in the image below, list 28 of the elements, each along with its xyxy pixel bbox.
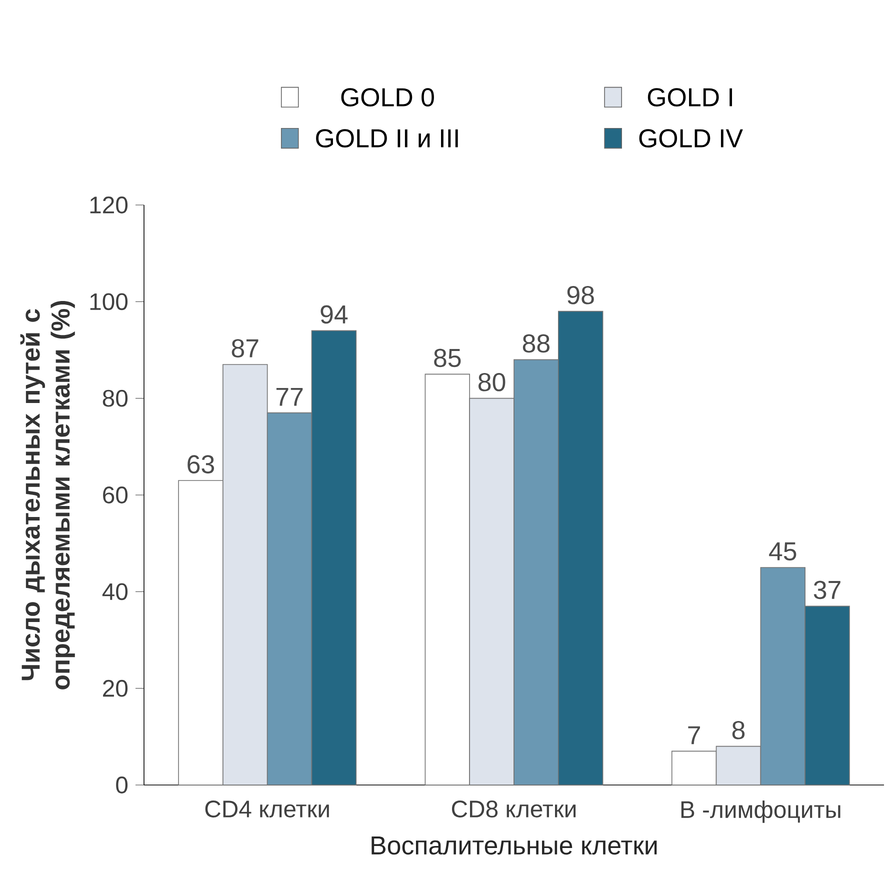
- data-label: 80: [478, 372, 506, 392]
- data-label: 87: [232, 339, 258, 358]
- x-tick-label: CD4 клетки: [205, 800, 329, 818]
- y-tick-label: 0: [116, 776, 128, 794]
- data-label: 77: [276, 388, 303, 406]
- legend-label: GOLD IV: [639, 129, 743, 148]
- x-tick-label: CD8 клетки: [452, 800, 576, 818]
- data-label: 8: [732, 720, 745, 740]
- x-tick-label: В -лимфоциты: [681, 800, 840, 823]
- y-tick-label: 40: [102, 583, 128, 600]
- data-label: 37: [814, 580, 840, 600]
- x-axis-title: Воспалительные клетки: [372, 836, 657, 855]
- y-axis-title: Число дыхательных путей с определяемыми клетками (%): [20, 300, 75, 690]
- data-label: 7: [688, 726, 700, 744]
- data-label: 45: [769, 542, 796, 560]
- y-tick-label: 80: [102, 390, 128, 407]
- data-label: 98: [567, 286, 594, 304]
- data-label: 85: [434, 348, 461, 368]
- y-tick-label: 20: [103, 680, 128, 697]
- y-tick-label: 60: [103, 486, 128, 504]
- y-tick-label: 120: [90, 196, 128, 214]
- y-tick-label: 100: [90, 293, 128, 310]
- data-label: 63: [188, 455, 214, 474]
- data-label: 88: [522, 334, 550, 353]
- data-label: 94: [320, 305, 348, 324]
- legend-label: GOLD I: [648, 88, 732, 106]
- legend-label: GOLD II и III: [316, 129, 458, 148]
- legend-label: GOLD 0: [341, 88, 434, 106]
